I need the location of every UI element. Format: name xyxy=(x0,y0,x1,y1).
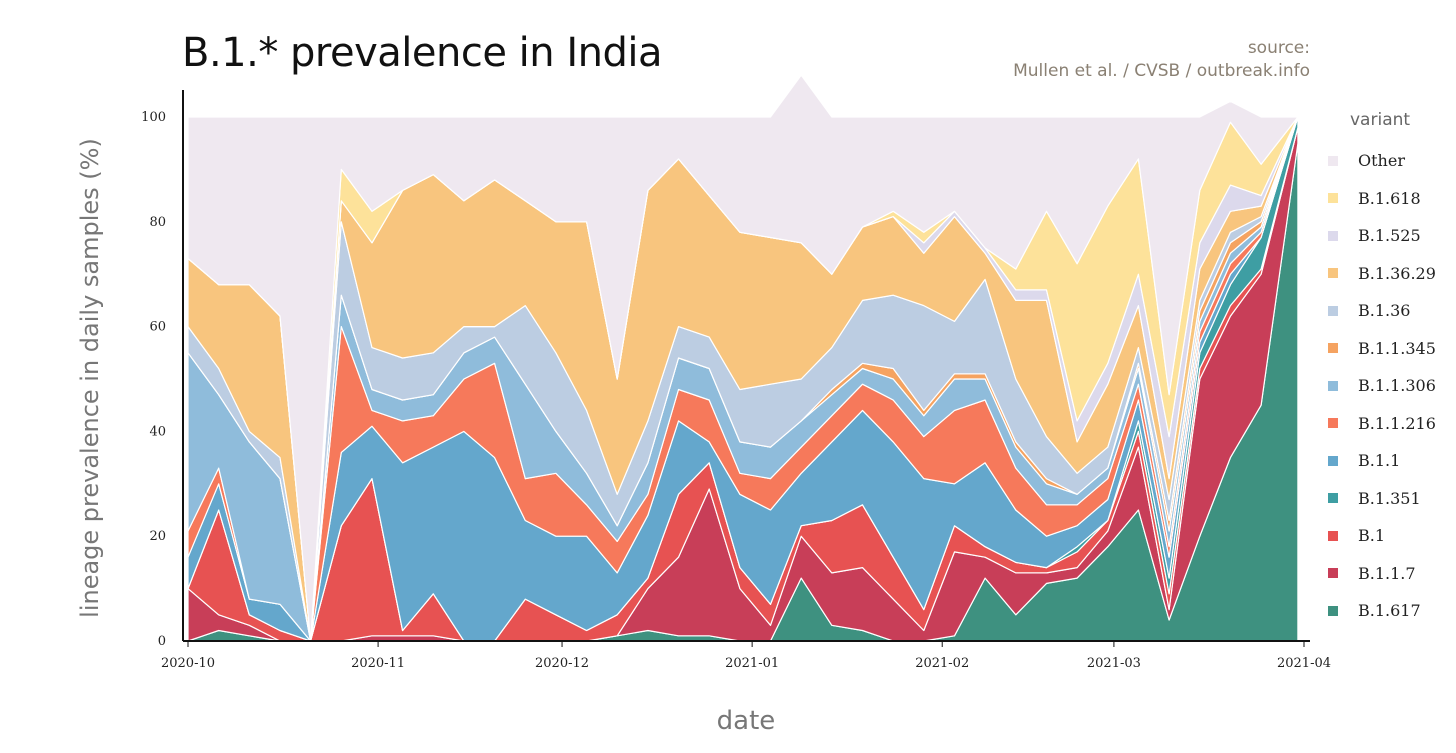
y-tick-label: 60 xyxy=(149,320,166,335)
legend-label: B.1.1.345 xyxy=(1358,338,1436,358)
legend-label: B.1 xyxy=(1358,526,1386,546)
y-tick-label: 80 xyxy=(149,215,166,230)
source-label: source: xyxy=(1247,38,1310,58)
legend-label: B.1.351 xyxy=(1358,488,1421,508)
legend-label: B.1.525 xyxy=(1358,226,1421,246)
legend-item: B.1 xyxy=(1328,517,1436,555)
legend-swatch xyxy=(1328,193,1338,204)
legend-item: B.1.1.306 xyxy=(1328,367,1436,405)
legend-label: B.1.1 xyxy=(1358,451,1401,471)
source-text: Mullen et al. / CVSB / outbreak.info xyxy=(1013,61,1310,81)
legend-item: B.1.351 xyxy=(1328,480,1436,518)
legend-item: B.1.36 xyxy=(1328,292,1436,330)
area-layers xyxy=(187,74,1299,642)
y-tick-label: 40 xyxy=(149,424,166,439)
legend-swatch xyxy=(1328,568,1338,579)
y-tick-label: 20 xyxy=(149,529,166,544)
legend-swatch xyxy=(1328,343,1338,354)
legend-swatch xyxy=(1328,305,1338,316)
legend-label: B.1.1.306 xyxy=(1358,376,1436,396)
legend-item: B.1.36.29 xyxy=(1328,255,1436,293)
legend-items: Other B.1.618 B.1.525 B.1.36.29 B.1.36 B.1.1.… xyxy=(1328,142,1436,630)
legend-swatch xyxy=(1328,268,1338,279)
x-tick-label: 2021-01 xyxy=(725,656,779,671)
y-tick-label: 100 xyxy=(141,110,166,125)
legend-item: B.1.1.345 xyxy=(1328,330,1436,368)
legend-label: B.1.1.7 xyxy=(1358,563,1416,583)
y-tick-label: 0 xyxy=(158,634,166,649)
source-note: source: Mullen et al. / CVSB / outbreak.… xyxy=(1013,37,1310,83)
legend-swatch xyxy=(1328,455,1338,466)
x-tick-label: 2021-02 xyxy=(915,656,969,671)
legend-label: Other xyxy=(1358,151,1405,171)
legend-label: B.1.617 xyxy=(1358,601,1421,621)
x-tick-label: 2020-12 xyxy=(535,656,589,671)
x-tick-label: 2020-11 xyxy=(351,656,405,671)
legend-label: B.1.36 xyxy=(1358,301,1411,321)
x-tick-label: 2021-03 xyxy=(1087,656,1141,671)
legend-title: variant xyxy=(1350,110,1411,130)
legend-swatch xyxy=(1328,493,1338,504)
legend-swatch xyxy=(1328,605,1338,616)
legend-swatch xyxy=(1328,230,1338,241)
area-Other xyxy=(187,74,1299,642)
legend-item: B.1.1.216 xyxy=(1328,405,1436,443)
legend: variant Other B.1.618 B.1.525 B.1.36.29 B.1.… xyxy=(1328,110,1436,630)
x-tick-label: 2021-04 xyxy=(1277,656,1331,671)
legend-item: B.1.1 xyxy=(1328,442,1436,480)
legend-swatch xyxy=(1328,380,1338,391)
legend-swatch xyxy=(1328,155,1338,166)
legend-item: B.1.525 xyxy=(1328,217,1436,255)
legend-item: B.1.617 xyxy=(1328,592,1436,630)
chart-title: B.1.* prevalence in India xyxy=(182,30,663,76)
legend-item: B.1.618 xyxy=(1328,180,1436,218)
legend-label: B.1.36.29 xyxy=(1358,263,1436,283)
legend-label: B.1.1.216 xyxy=(1358,413,1436,433)
x-axis-label: date xyxy=(716,706,776,736)
legend-swatch xyxy=(1328,418,1338,429)
axes: 0 20 40 60 80 100 2020-10 2020-11 2020-12 2021-01… xyxy=(141,90,1331,671)
legend-label: B.1.618 xyxy=(1358,188,1421,208)
legend-item: B.1.1.7 xyxy=(1328,555,1436,593)
x-tick-label: 2020-10 xyxy=(161,656,215,671)
legend-swatch xyxy=(1328,530,1338,541)
legend-item: Other xyxy=(1328,142,1436,180)
